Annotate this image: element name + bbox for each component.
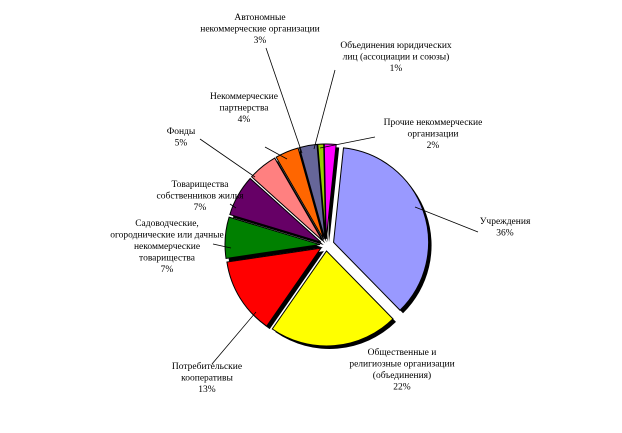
slice-label-3: Садоводческие, огороднические или дачные н… <box>110 219 224 275</box>
slice-name-line: Товарищества <box>172 180 230 190</box>
leader-line-2 <box>211 311 257 365</box>
slice-name-line: Некоммерческие <box>210 92 278 102</box>
leader-line-5 <box>199 138 256 178</box>
pie-slice-4 <box>229 177 322 243</box>
slice-name-line: Объединения юридических <box>340 40 452 51</box>
slice-name-line: Общественные и <box>368 347 437 358</box>
leader-line-4 <box>229 203 237 209</box>
slice-label-6: Некоммерческие партнерства 4% <box>210 92 278 125</box>
pie-slices <box>224 143 429 347</box>
pie-slice-2 <box>226 247 322 327</box>
slice-label-1: Общественные и религиозные организации (об… <box>349 347 454 393</box>
slice-name-line: Автономные <box>234 13 285 23</box>
leader-line-7 <box>265 47 303 154</box>
leader-line-6 <box>264 146 288 160</box>
leader-line-8 <box>313 69 336 150</box>
slice-name-line: некоммерческие <box>134 242 200 252</box>
pie-slice-7 <box>298 143 326 240</box>
slice-name-line: Прочие некоммерческие <box>384 118 483 128</box>
slice-value-label: 1% <box>390 64 403 74</box>
pie-slice-6 <box>275 147 325 240</box>
slice-name-line: кооперативы <box>181 374 233 384</box>
pie-slice-1 <box>271 250 394 347</box>
leader-lines <box>199 47 479 365</box>
slice-label-9: Прочие некоммерческие организации 2% <box>384 118 483 151</box>
slice-name-line: партнерства <box>219 104 269 114</box>
slice-name-line: религиозные организации <box>349 360 454 370</box>
slice-label-8: Объединения юридических лиц (ассоциации и… <box>340 40 452 74</box>
slice-value-label: 22% <box>393 383 411 393</box>
slice-name-line: Садоводческие, <box>135 219 199 229</box>
slice-labels: Учреждения 36% Общественные и религиозные о… <box>110 13 531 395</box>
slice-value-label: 5% <box>175 139 188 149</box>
slice-label-5: Фонды 5% <box>167 127 196 149</box>
leader-line-0 <box>414 206 479 233</box>
slice-label-7: Автономные некоммерческие организации 3% <box>200 13 320 46</box>
slice-name-line: огороднические или дачные <box>110 231 224 241</box>
slice-name-line: собственников жилья <box>157 191 245 202</box>
slice-value-label: 2% <box>427 141 440 151</box>
slice-name-line: лиц (ассоциации и союзы) <box>343 52 450 63</box>
slice-label-2: Потребительские кооперативы 13% <box>172 361 242 395</box>
slice-name-line: товарищества <box>139 254 196 264</box>
pie-slice-0 <box>333 147 429 311</box>
slice-value-label: 4% <box>238 115 251 125</box>
slice-name-line: Фонды <box>167 127 196 137</box>
slice-name-line: организации <box>407 130 458 140</box>
slice-label-4: Товарищества собственников жилья 7% <box>157 180 245 213</box>
slice-value-label: 7% <box>161 265 174 275</box>
slice-value-label: 36% <box>496 229 514 239</box>
pie-slice-8 <box>317 143 327 240</box>
slice-name-line: (объединения) <box>373 370 431 381</box>
leader-line-3 <box>212 243 232 249</box>
pie-slice-5 <box>250 157 323 241</box>
pie-slice-3 <box>224 216 321 260</box>
slice-name-line: Потребительские <box>172 361 242 372</box>
slice-name-line: некоммерческие организации <box>200 25 320 35</box>
leader-line-9 <box>319 136 376 149</box>
slice-value-label: 3% <box>254 36 267 46</box>
slice-value-label: 7% <box>194 203 207 213</box>
slice-value-label: 13% <box>198 385 216 395</box>
slice-name-line: Учреждения <box>480 217 531 227</box>
slice-label-0: Учреждения 36% <box>480 217 531 239</box>
